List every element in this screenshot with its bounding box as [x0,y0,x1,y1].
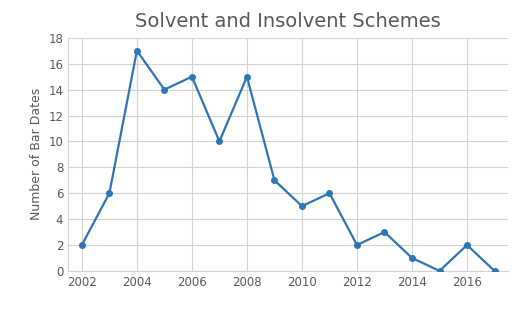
Title: Solvent and Insolvent Schemes: Solvent and Insolvent Schemes [135,12,441,31]
Y-axis label: Number of Bar Dates: Number of Bar Dates [30,88,42,220]
